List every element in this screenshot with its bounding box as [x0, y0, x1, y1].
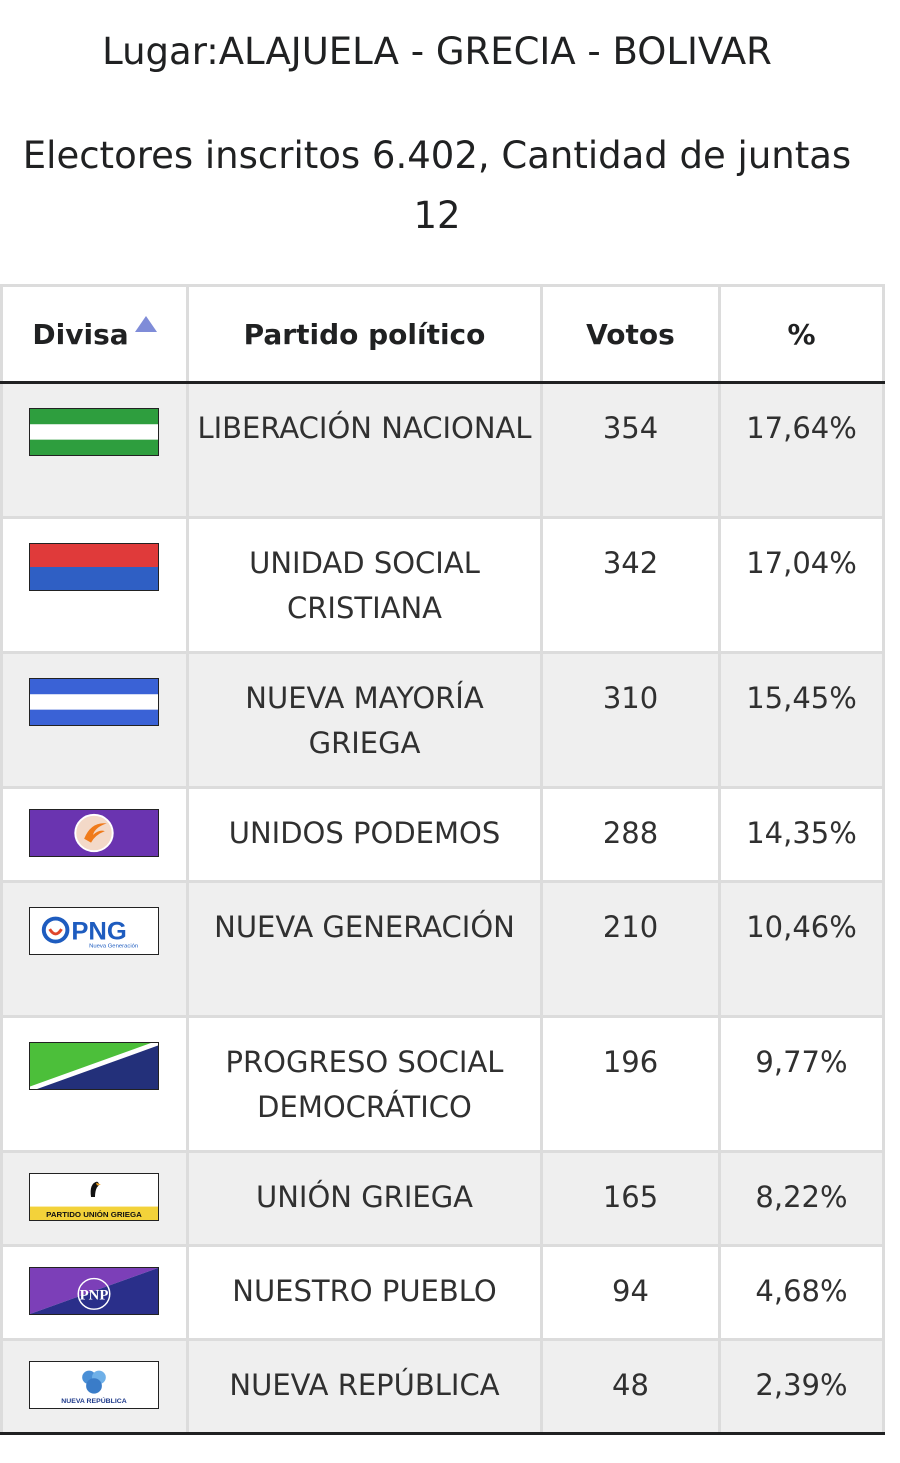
party-name: NUESTRO PUEBLO: [186, 1244, 543, 1341]
votes-value: 354: [540, 381, 721, 519]
flag-cell: [0, 651, 189, 789]
votes-value: 94: [540, 1244, 721, 1341]
png-logo-subtext: Nueva Generación: [89, 943, 138, 949]
table-header-row: Divisa Partido político Votos %: [0, 284, 885, 384]
column-header-flag[interactable]: Divisa: [0, 284, 189, 384]
progreso-social-democratico-flag-icon: [29, 1042, 159, 1090]
nueva-generacion-flag-icon: PNG Nueva Generación: [29, 907, 159, 955]
column-header-votes[interactable]: Votos: [540, 284, 721, 384]
party-name: NUEVA MAYORÍA GRIEGA: [186, 651, 543, 789]
percent-value: 9,77%: [718, 1015, 885, 1153]
table-row: UNIDOS PODEMOS 288 14,35%: [0, 786, 885, 883]
party-name: LIBERACIÓN NACIONAL: [186, 381, 543, 519]
column-header-percent[interactable]: %: [718, 284, 885, 384]
percent-value: 4,68%: [718, 1244, 885, 1341]
votes-value: 342: [540, 516, 721, 654]
union-griega-flag-icon: PARTIDO UNIÓN GRIEGA: [29, 1173, 159, 1221]
percent-value: 2,39%: [718, 1338, 885, 1435]
png-logo-text: PNG: [71, 918, 126, 946]
votes-value: 210: [540, 880, 721, 1018]
column-header-flag-label: Divisa: [32, 317, 129, 351]
percent-value: 17,04%: [718, 516, 885, 654]
union-griega-logo-text: PARTIDO UNIÓN GRIEGA: [46, 1210, 142, 1219]
table-row: UNIDAD SOCIAL CRISTIANA 342 17,04%: [0, 516, 885, 654]
nueva-republica-flag-icon: NUEVA REPÚBLICA: [29, 1361, 159, 1409]
percent-value: 8,22%: [718, 1150, 885, 1247]
table-row: PNG Nueva Generación NUEVA GENERACIÓN 21…: [0, 880, 885, 1018]
table-row: LIBERACIÓN NACIONAL 354 17,64%: [0, 381, 885, 519]
flag-cell: [0, 381, 189, 519]
nueva-republica-logo-text: NUEVA REPÚBLICA: [61, 1396, 127, 1405]
table-row: NUEVA MAYORÍA GRIEGA 310 15,45%: [0, 651, 885, 789]
percent-value: 10,46%: [718, 880, 885, 1018]
unidad-social-cristiana-flag-icon: [29, 543, 159, 591]
electors-summary: Electores inscritos 6.402, Cantidad de j…: [22, 134, 852, 237]
flag-cell: NUEVA REPÚBLICA: [0, 1338, 189, 1435]
flag-cell: [0, 786, 189, 883]
votes-value: 310: [540, 651, 721, 789]
column-header-party[interactable]: Partido político: [186, 284, 543, 384]
pnp-logo-text: PNP: [80, 1288, 109, 1304]
table-row: NUEVA REPÚBLICA NUEVA REPÚBLICA 48 2,39%: [0, 1338, 885, 1435]
table-row: PROGRESO SOCIAL DEMOCRÁTICO 196 9,77%: [0, 1015, 885, 1153]
votes-value: 288: [540, 786, 721, 883]
results-table-container: Divisa Partido político Votos % LIBERACI…: [0, 284, 885, 1435]
party-name: NUEVA REPÚBLICA: [186, 1338, 543, 1435]
flag-cell: [0, 1015, 189, 1153]
votes-value: 48: [540, 1338, 721, 1435]
party-name: PROGRESO SOCIAL DEMOCRÁTICO: [186, 1015, 543, 1153]
results-table: Divisa Partido político Votos % LIBERACI…: [0, 284, 885, 1435]
nuestro-pueblo-flag-icon: PNP: [29, 1267, 159, 1315]
table-row: PNP NUESTRO PUEBLO 94 4,68%: [0, 1244, 885, 1341]
percent-value: 15,45%: [718, 651, 885, 789]
party-name: UNIDAD SOCIAL CRISTIANA: [186, 516, 543, 654]
party-name: NUEVA GENERACIÓN: [186, 880, 543, 1018]
sort-ascending-icon[interactable]: [134, 315, 157, 332]
flag-cell: [0, 516, 189, 654]
flag-cell: PNG Nueva Generación: [0, 880, 189, 1018]
party-name: UNIÓN GRIEGA: [186, 1150, 543, 1247]
votes-value: 196: [540, 1015, 721, 1153]
flag-cell: PNP: [0, 1244, 189, 1341]
flag-cell: PARTIDO UNIÓN GRIEGA: [0, 1150, 189, 1247]
unidos-podemos-flag-icon: [29, 809, 159, 857]
percent-value: 14,35%: [718, 786, 885, 883]
party-name: UNIDOS PODEMOS: [186, 786, 543, 883]
nueva-mayoria-griega-flag-icon: [29, 678, 159, 726]
place-title: Lugar:ALAJUELA - GRECIA - BOLIVAR: [102, 30, 772, 73]
percent-value: 17,64%: [718, 381, 885, 519]
liberacion-nacional-flag-icon: [29, 408, 159, 456]
votes-value: 165: [540, 1150, 721, 1247]
table-row: PARTIDO UNIÓN GRIEGA UNIÓN GRIEGA 165 8,…: [0, 1150, 885, 1247]
